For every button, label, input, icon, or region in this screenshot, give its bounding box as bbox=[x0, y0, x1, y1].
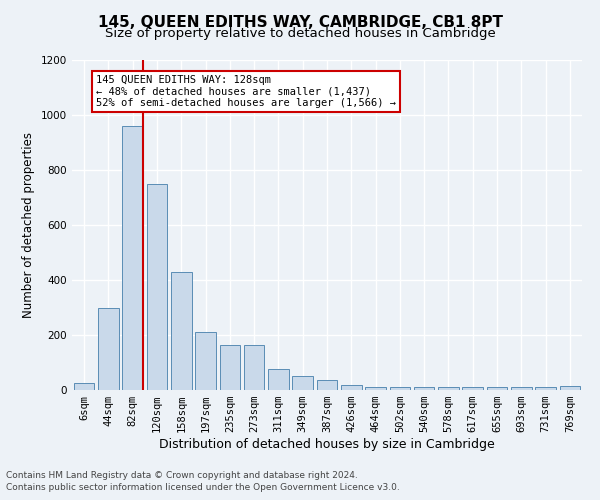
Bar bbox=[146, 184, 167, 390]
Text: 145 QUEEN EDITHS WAY: 128sqm
← 48% of detached houses are smaller (1,437)
52% of: 145 QUEEN EDITHS WAY: 128sqm ← 48% of de… bbox=[96, 75, 396, 108]
Bar bbox=[171, 272, 191, 390]
Bar bbox=[244, 344, 265, 390]
Text: 145, QUEEN EDITHS WAY, CAMBRIDGE, CB1 8PT: 145, QUEEN EDITHS WAY, CAMBRIDGE, CB1 8P… bbox=[97, 15, 503, 30]
Bar bbox=[98, 308, 119, 390]
X-axis label: Distribution of detached houses by size in Cambridge: Distribution of detached houses by size … bbox=[159, 438, 495, 451]
Bar bbox=[535, 386, 556, 390]
Text: Contains HM Land Registry data © Crown copyright and database right 2024.: Contains HM Land Registry data © Crown c… bbox=[6, 471, 358, 480]
Bar bbox=[365, 386, 386, 390]
Bar bbox=[463, 387, 483, 390]
Bar bbox=[292, 376, 313, 390]
Bar bbox=[487, 387, 508, 390]
Bar bbox=[220, 344, 240, 390]
Y-axis label: Number of detached properties: Number of detached properties bbox=[22, 132, 35, 318]
Bar bbox=[317, 380, 337, 390]
Text: Size of property relative to detached houses in Cambridge: Size of property relative to detached ho… bbox=[104, 28, 496, 40]
Bar bbox=[74, 383, 94, 390]
Bar bbox=[195, 332, 216, 390]
Bar bbox=[268, 370, 289, 390]
Bar bbox=[438, 387, 459, 390]
Bar bbox=[511, 387, 532, 390]
Text: Contains public sector information licensed under the Open Government Licence v3: Contains public sector information licen… bbox=[6, 484, 400, 492]
Bar bbox=[389, 387, 410, 390]
Bar bbox=[560, 386, 580, 390]
Bar bbox=[341, 384, 362, 390]
Bar bbox=[122, 126, 143, 390]
Bar bbox=[414, 387, 434, 390]
